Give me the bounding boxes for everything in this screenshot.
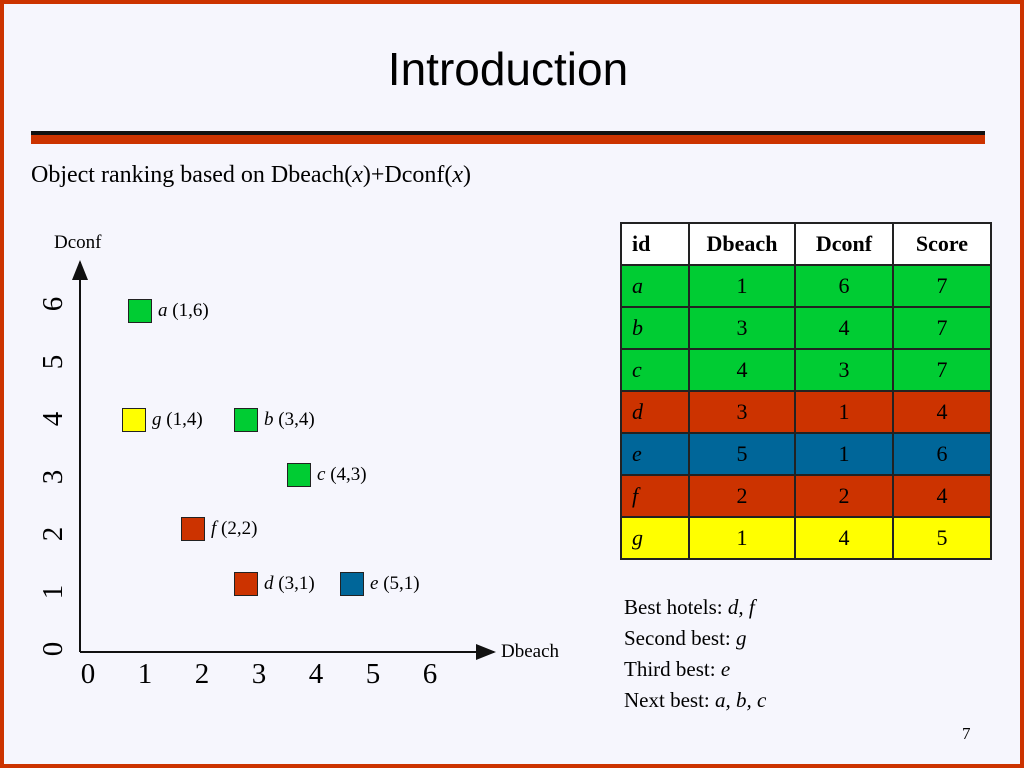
x-axis-label: Dbeach: [501, 641, 560, 662]
y-tick-label: 2: [37, 526, 69, 542]
data-point-a: [128, 299, 152, 323]
point-label-f: f (2,2): [211, 518, 258, 539]
cell-dbeach: 3: [688, 306, 796, 350]
cell-id: e: [620, 432, 690, 476]
cell-id: d: [620, 390, 690, 434]
ranking-summary: Best hotels: d, f Second best: g Third b…: [624, 592, 766, 716]
cell-score: 4: [892, 390, 992, 434]
y-tick-label: 6: [37, 296, 69, 312]
point-label-d: d (3,1): [264, 572, 315, 594]
cell-score: 6: [892, 432, 992, 476]
cell-dbeach: 4: [688, 348, 796, 392]
third-value: e: [720, 657, 731, 681]
data-point-d: [234, 571, 258, 596]
cell-score: 7: [892, 264, 992, 308]
next-label: Next best:: [624, 688, 715, 712]
x-tick-label: 4: [308, 658, 324, 690]
best-value: d, f: [727, 595, 755, 619]
point-label-c: c (4,3): [317, 463, 367, 485]
y-tick-label: 0: [37, 641, 69, 657]
third-line: Third best: e: [624, 654, 766, 685]
header-dbeach: Dbeach: [688, 222, 796, 266]
cell-score: 4: [892, 474, 992, 518]
header-id: id: [620, 222, 690, 266]
x-tick-label: 3: [251, 658, 267, 690]
point-label-e: e (5,1): [370, 572, 420, 594]
subtitle-var1: x: [352, 162, 363, 188]
header-score: Score: [892, 222, 992, 266]
cell-dconf: 4: [794, 516, 894, 560]
cell-dbeach: 1: [688, 516, 796, 560]
point-label-b: b (3,4): [264, 409, 315, 430]
x-tick-label: 5: [365, 658, 381, 690]
x-tick-label: 1: [137, 658, 153, 690]
subtitle-var2: x: [452, 162, 464, 188]
cell-id: g: [620, 516, 690, 560]
next-line: Next best: a, b, c: [624, 685, 766, 716]
next-value: a, b, c: [714, 688, 767, 712]
cell-dbeach: 2: [688, 474, 796, 518]
cell-score: 7: [892, 306, 992, 350]
y-axis-label: Dconf: [54, 232, 102, 253]
table-header-row: id Dbeach Dconf Score: [620, 222, 992, 266]
data-point-f: [181, 517, 205, 541]
subtitle-prefix: Object ranking based on Dbeach(: [31, 162, 353, 188]
y-tick-label: 1: [37, 584, 69, 599]
point-label-g: g (1,4): [152, 409, 203, 430]
point-label-a: a (1,6): [158, 300, 209, 321]
cell-id: f: [620, 474, 690, 518]
data-point-e: [340, 571, 364, 596]
data-point-c: [287, 462, 311, 487]
x-tick-label: 2: [194, 658, 210, 690]
best-line: Best hotels: d, f: [624, 592, 766, 623]
y-tick-label: 3: [37, 469, 69, 484]
y-tick-label: 5: [37, 354, 69, 369]
cell-dbeach: 3: [688, 390, 796, 434]
cell-id: a: [620, 264, 690, 308]
x-tick-label: 0: [80, 658, 96, 690]
cell-id: c: [620, 348, 690, 392]
subtitle-mid: )+Dconf(: [362, 162, 453, 188]
cell-dconf: 1: [794, 432, 894, 476]
cell-dbeach: 1: [688, 264, 796, 308]
slide-subtitle: Object ranking based on Dbeach(x)+Dconf(…: [31, 162, 471, 189]
x-tick-label: 6: [422, 658, 438, 690]
third-label: Third best:: [624, 657, 721, 681]
cell-dconf: 3: [794, 348, 894, 392]
second-label: Second best:: [624, 626, 736, 650]
best-label: Best hotels:: [624, 595, 728, 619]
cell-dconf: 1: [794, 390, 894, 434]
cell-score: 7: [892, 348, 992, 392]
page-number: 7: [962, 724, 971, 743]
data-point-g: [122, 408, 146, 432]
y-tick-label: 4: [37, 411, 69, 427]
cell-score: 5: [892, 516, 992, 560]
cell-dconf: 2: [794, 474, 894, 518]
header-dconf: Dconf: [794, 222, 894, 266]
second-line: Second best: g: [624, 623, 766, 654]
cell-id: b: [620, 306, 690, 350]
title-divider: [31, 131, 985, 144]
second-value: g: [735, 626, 747, 650]
cell-dconf: 6: [794, 264, 894, 308]
cell-dbeach: 5: [688, 432, 796, 476]
data-point-b: [234, 408, 258, 432]
cell-dconf: 4: [794, 306, 894, 350]
subtitle-suffix: ): [463, 162, 472, 188]
slide-title: Introduction: [387, 43, 629, 95]
